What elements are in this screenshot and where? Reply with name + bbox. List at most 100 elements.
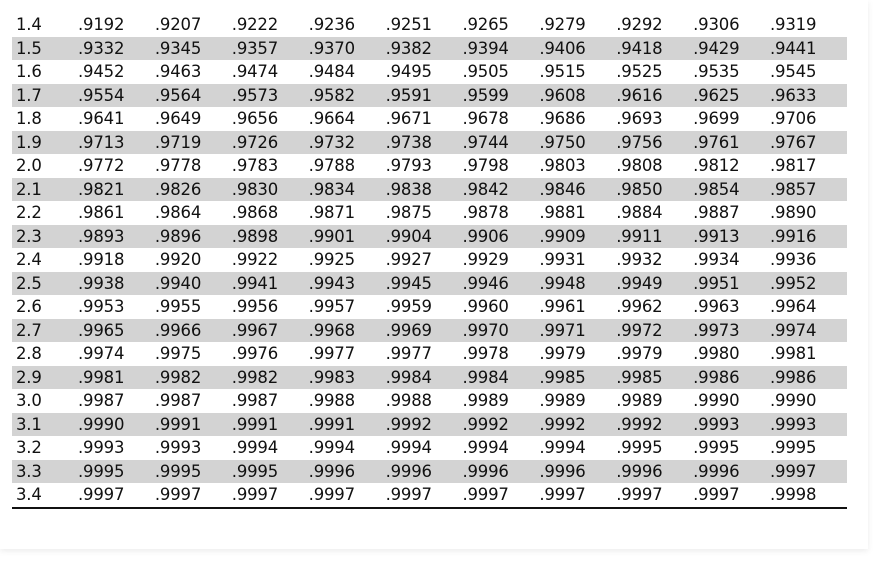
probability-value: .9990 <box>693 391 740 410</box>
probability-cell: .9817 <box>770 154 847 178</box>
probability-value: .9452 <box>78 62 125 81</box>
probability-value: .9573 <box>231 85 279 105</box>
table-row: 1.6 .9452 .9463 .9474 .9484 .9495 .9505 .9515 .9… <box>12 60 847 84</box>
probability-cell: .9370 <box>308 36 386 60</box>
probability-value: .9306 <box>693 15 740 34</box>
probability-value: .9265 <box>462 15 509 34</box>
probability-value: .9817 <box>770 156 817 175</box>
probability-value: .9949 <box>616 273 663 293</box>
probability-cell: .9982 <box>154 365 232 389</box>
probability-value: .9980 <box>693 344 740 363</box>
probability-value: .9977 <box>308 344 355 363</box>
probability-value: .9671 <box>385 109 432 128</box>
probability-value: .9319 <box>770 15 817 34</box>
probability-cell: .9997 <box>462 483 539 508</box>
probability-cell: .9664 <box>309 107 386 131</box>
probability-value: .9633 <box>770 85 817 105</box>
probability-value: .9934 <box>693 250 740 269</box>
probability-cell: .9995 <box>616 436 693 460</box>
probability-cell: .9984 <box>462 365 540 389</box>
table-row: 2.5.9938 .9940 .9941 .9943 .9945 .9946 .9948 .9… <box>12 271 847 295</box>
document-page: 1.4 .9192 .9207 .9222 .9236 .9251 .9265 .9279 .9… <box>12 13 847 509</box>
table-row: 2.4 .9918 .9920 .9922 .9925 .9927 .9929 .9931 .9… <box>12 248 847 272</box>
probability-value: .9783 <box>231 156 279 175</box>
probability-cell: .9916 <box>770 224 847 248</box>
probability-value: .9793 <box>385 156 432 175</box>
probability-cell: .9996 <box>539 459 617 483</box>
probability-cell: .9993 <box>693 412 771 436</box>
probability-value: .9686 <box>539 109 586 128</box>
table-row: 3.4 .9997 .9997 .9997 .9997 .9997 .9997 .9997 .9… <box>12 483 847 508</box>
probability-cell: .9896 <box>154 224 232 248</box>
probability-value: .9871 <box>308 203 355 222</box>
probability-cell: .9995 <box>231 459 309 483</box>
probability-value: .9927 <box>385 250 432 269</box>
probability-cell: .9418 <box>616 36 694 60</box>
probability-cell: .9918 <box>78 248 155 272</box>
probability-value: .9993 <box>693 414 740 434</box>
probability-value: .9890 <box>770 203 817 222</box>
probability-cell: .9332 <box>78 36 155 60</box>
probability-value: .9744 <box>462 132 509 152</box>
probability-value: .9984 <box>385 367 432 387</box>
table-row: 2.6 .9953 .9955 .9956 .9957 .9959 .9960 .9961 .9… <box>12 295 847 319</box>
probability-value: .9996 <box>308 461 355 481</box>
probability-value: .9916 <box>770 226 817 246</box>
probability-value: .9997 <box>539 485 586 504</box>
probability-cell: .9987 <box>232 389 309 413</box>
probability-value: .9972 <box>616 320 663 340</box>
probability-value: .9332 <box>78 38 125 58</box>
probability-cell: .9936 <box>770 248 847 272</box>
z-value-cell: 3.0 <box>16 391 42 410</box>
probability-value: .9974 <box>78 344 125 363</box>
probability-cell: .9992 <box>539 412 617 436</box>
probability-cell: .9949 <box>616 271 694 295</box>
probability-value: .9525 <box>616 62 663 81</box>
probability-value: .9678 <box>462 109 509 128</box>
probability-value: .9857 <box>770 179 817 199</box>
probability-value: .9971 <box>539 320 586 340</box>
probability-value: .9616 <box>616 85 663 105</box>
probability-value: .9887 <box>693 203 740 222</box>
probability-value: .9394 <box>462 38 509 58</box>
probability-value: .9986 <box>770 367 817 387</box>
probability-value: .9962 <box>616 297 663 316</box>
table-row: 2.9.9981 .9982 .9982 .9983 .9984 .9984 .9985 .9… <box>12 365 847 389</box>
probability-value: .9981 <box>770 344 817 363</box>
probability-cell: .9671 <box>386 107 463 131</box>
probability-cell: .9970 <box>462 318 540 342</box>
probability-cell: .9971 <box>539 318 617 342</box>
probability-cell: .9875 <box>386 201 463 225</box>
probability-value: .9418 <box>616 38 663 58</box>
probability-cell: .9993 <box>78 436 155 460</box>
probability-value: .9945 <box>385 273 432 293</box>
probability-cell: .9554 <box>78 83 155 107</box>
probability-cell: .9808 <box>616 154 693 178</box>
probability-cell: .9345 <box>154 36 232 60</box>
z-value-cell: 2.6 <box>16 297 42 316</box>
probability-value: .9997 <box>770 461 817 481</box>
probability-cell: .9591 <box>385 83 463 107</box>
probability-cell: .9812 <box>693 154 770 178</box>
probability-cell: .9991 <box>154 412 232 436</box>
probability-cell: .9987 <box>155 389 232 413</box>
probability-value: .9931 <box>539 250 586 269</box>
z-value-cell: 1.7 <box>12 83 78 107</box>
probability-cell: .9251 <box>386 13 463 37</box>
probability-cell: .9913 <box>693 224 771 248</box>
probability-cell: .9967 <box>231 318 309 342</box>
probability-cell: .9994 <box>539 436 616 460</box>
probability-cell: .9898 <box>231 224 309 248</box>
probability-value: .9995 <box>78 461 125 481</box>
probability-value: .9997 <box>231 485 279 504</box>
probability-value: .9842 <box>462 179 509 199</box>
probability-value: .9975 <box>154 344 202 363</box>
probability-cell: .9997 <box>155 483 232 508</box>
probability-cell: .9798 <box>462 154 539 178</box>
probability-value: .9505 <box>462 62 509 81</box>
probability-cell: .9582 <box>308 83 386 107</box>
probability-cell: .9992 <box>616 412 694 436</box>
probability-cell: .9938 <box>78 271 155 295</box>
probability-value: .9564 <box>154 85 202 105</box>
probability-cell: .9953 <box>78 295 155 319</box>
